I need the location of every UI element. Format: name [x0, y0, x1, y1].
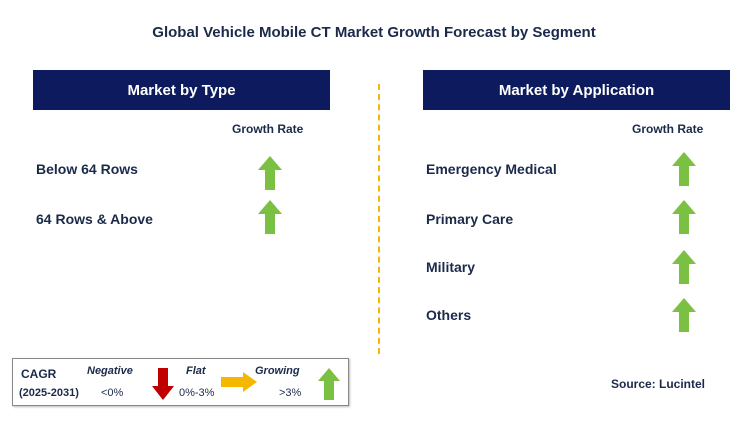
up-arrow-icon [672, 298, 696, 332]
legend-flat-range: 0%-3% [179, 387, 215, 399]
down-arrow-icon [152, 368, 174, 400]
market-by-application-header: Market by Application [423, 70, 730, 110]
up-arrow-icon [258, 200, 282, 234]
panel-divider [378, 84, 380, 354]
legend-negative-range: <0% [101, 387, 124, 399]
legend-growing-range: >3% [279, 387, 302, 399]
type-growth-rate-label: Growth Rate [232, 122, 304, 136]
cagr-legend: CAGR (2025-2031) Negative <0% Flat 0%-3%… [12, 358, 349, 406]
chart-title: Global Vehicle Mobile CT Market Growth F… [152, 24, 596, 41]
legend-negative-label: Negative [87, 365, 133, 377]
up-arrow-icon [672, 250, 696, 284]
application-row-label: Others [426, 307, 472, 323]
legend-flat-label: Flat [186, 365, 206, 377]
market-by-type-header: Market by Type [33, 70, 330, 110]
application-row-label: Military [426, 259, 476, 275]
up-arrow-icon [672, 200, 696, 234]
legend-period: (2025-2031) [19, 387, 79, 399]
up-arrow-icon [258, 156, 282, 190]
right-arrow-icon [221, 372, 257, 392]
application-row-label: Primary Care [426, 211, 514, 227]
up-arrow-icon [672, 152, 696, 186]
type-row-label: Below 64 Rows [36, 161, 138, 177]
type-row-label: 64 Rows & Above [36, 211, 153, 227]
application-row-label: Emergency Medical [426, 161, 557, 177]
application-growth-rate-label: Growth Rate [632, 122, 704, 136]
legend-cagr-label: CAGR [21, 367, 57, 381]
legend-growing-label: Growing [255, 365, 300, 377]
up-arrow-icon [318, 368, 340, 400]
source-label: Source: Lucintel [611, 377, 706, 391]
